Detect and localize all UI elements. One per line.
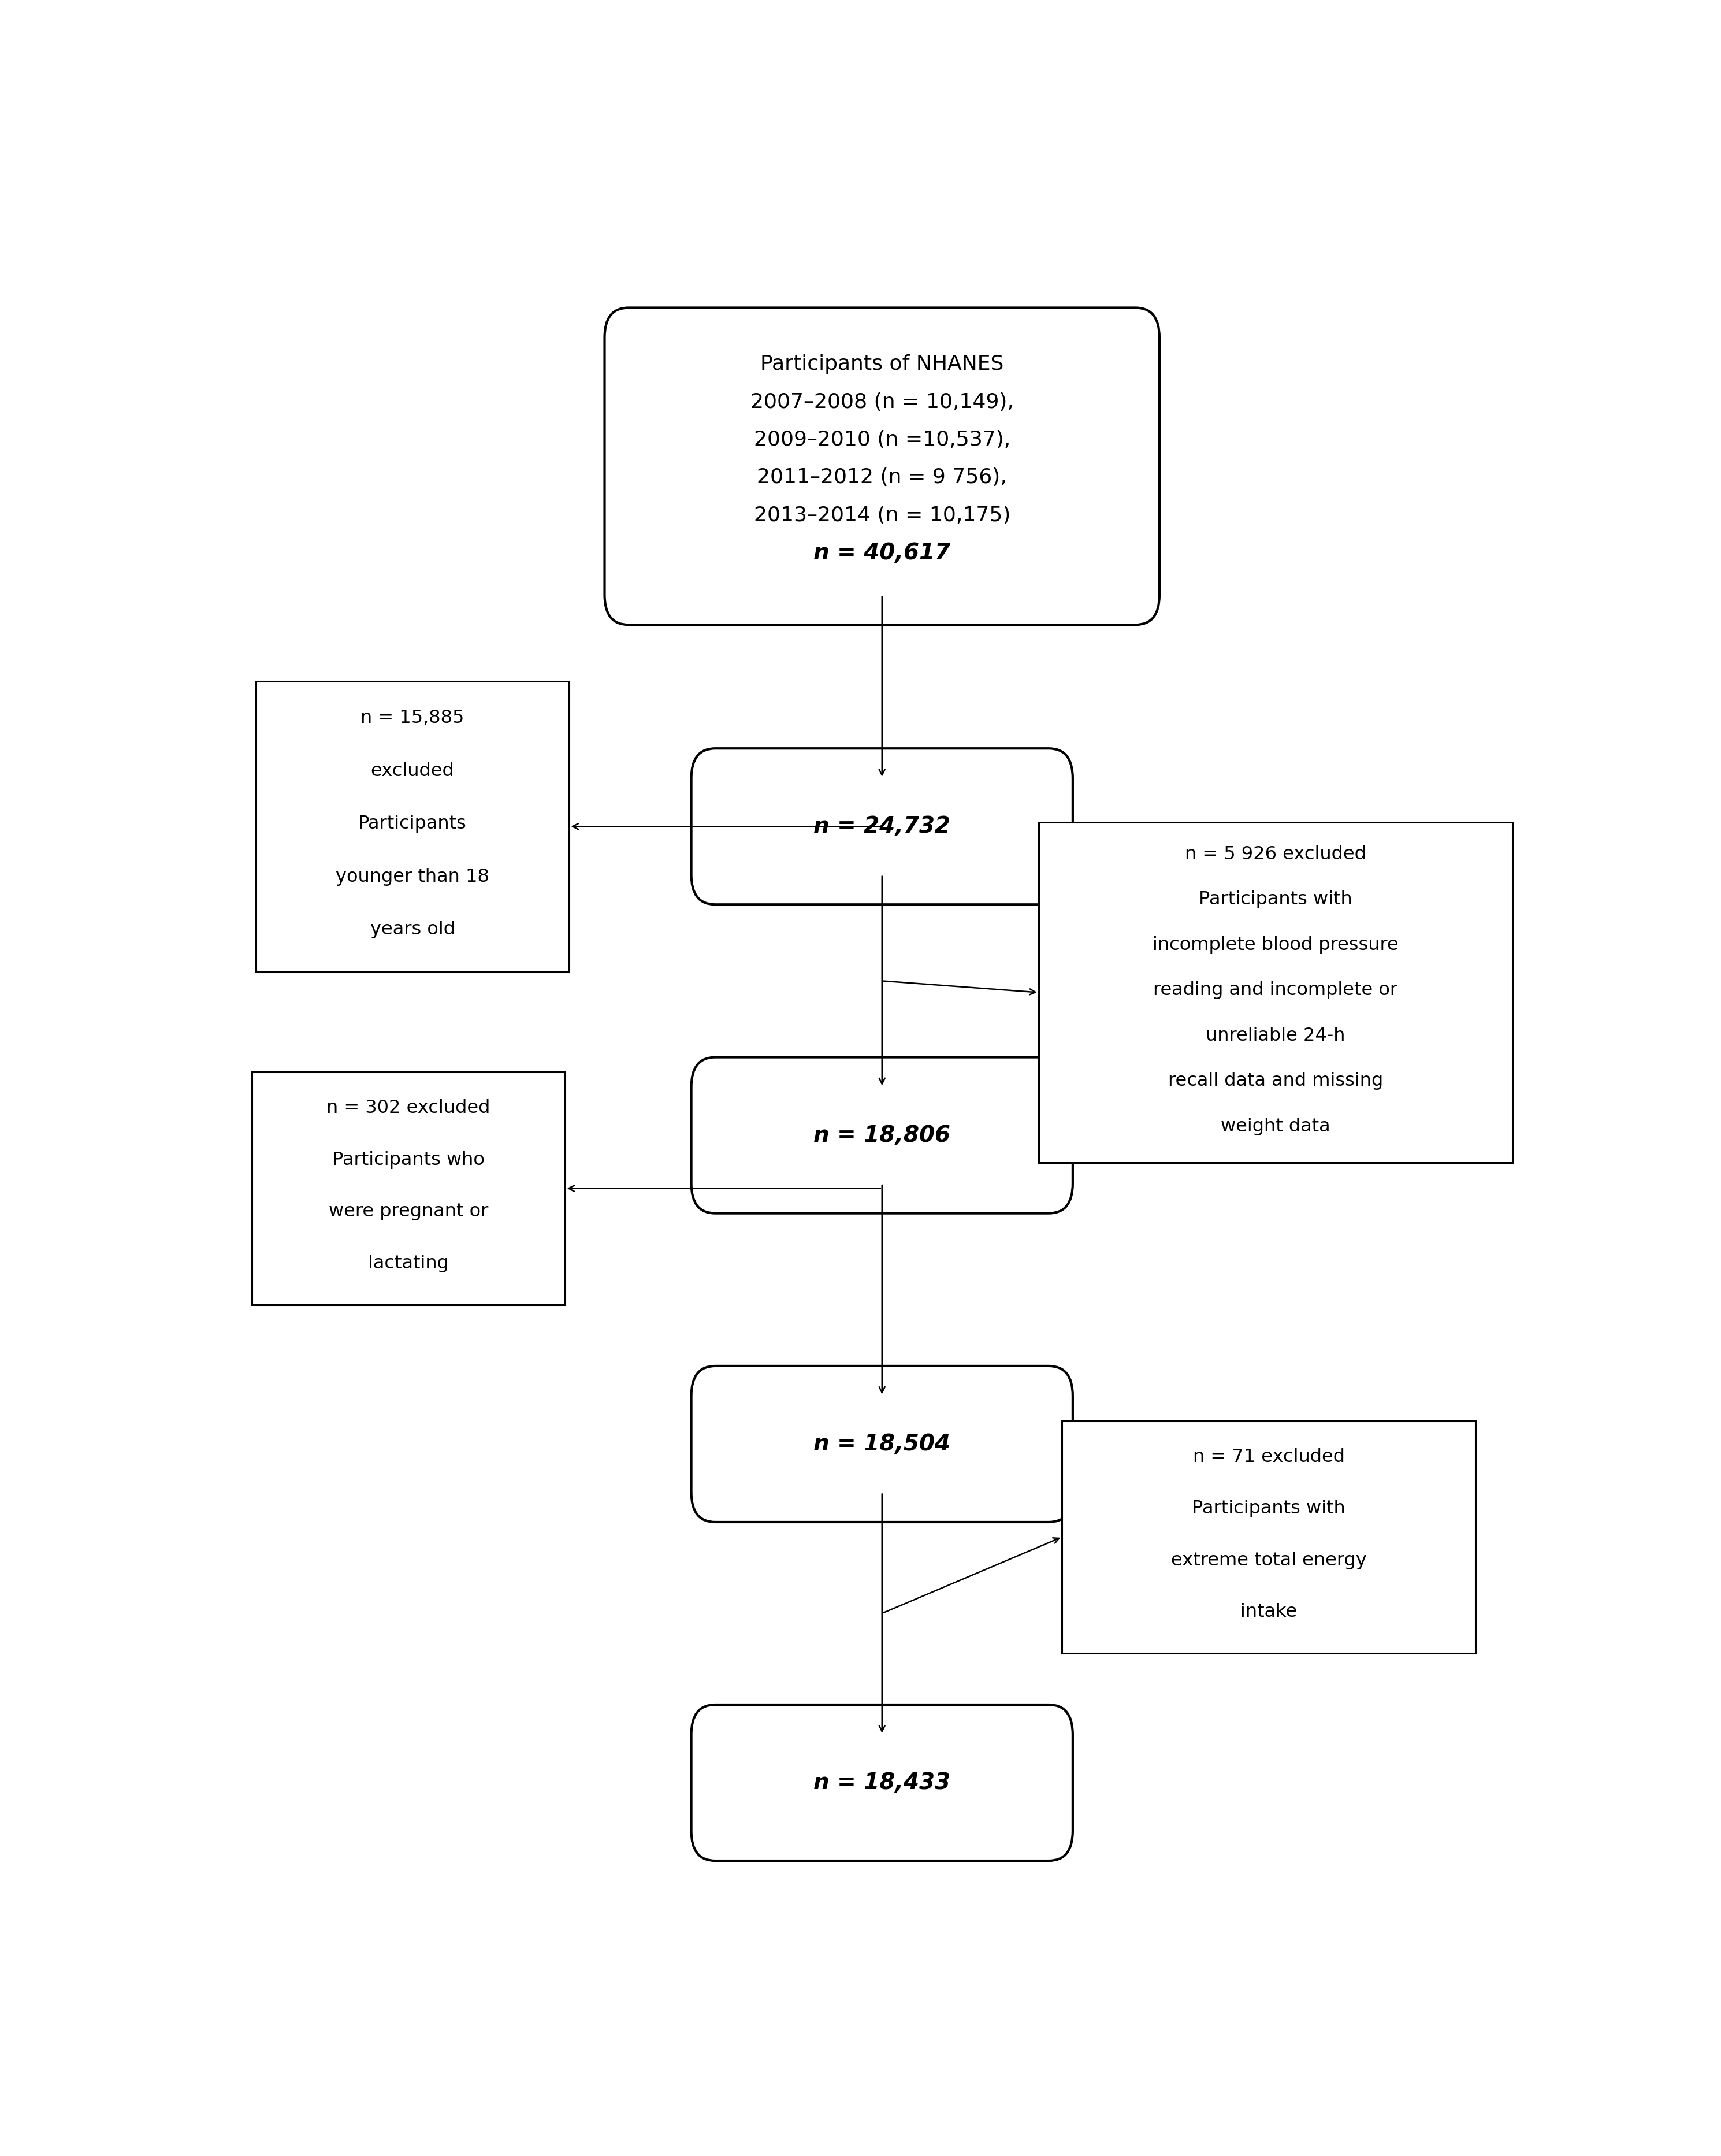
Text: n = 18,806: n = 18,806 xyxy=(814,1123,950,1147)
Text: Participants who: Participants who xyxy=(332,1151,485,1169)
FancyBboxPatch shape xyxy=(1062,1421,1475,1654)
Text: n = 302 excluded: n = 302 excluded xyxy=(327,1100,490,1117)
Text: Participants: Participants xyxy=(358,815,466,832)
Text: lactating: lactating xyxy=(368,1255,449,1272)
Text: younger than 18: younger than 18 xyxy=(336,867,489,886)
Text: years old: years old xyxy=(370,921,454,938)
Text: n = 40,617: n = 40,617 xyxy=(814,543,950,565)
FancyBboxPatch shape xyxy=(256,681,570,972)
Text: unreliable 24-h: unreliable 24-h xyxy=(1206,1026,1346,1044)
FancyBboxPatch shape xyxy=(692,1367,1072,1522)
Text: n = 71 excluded: n = 71 excluded xyxy=(1193,1449,1344,1466)
Text: Participants of NHANES: Participants of NHANES xyxy=(761,354,1003,373)
Text: 2013–2014 (n = 10,175): 2013–2014 (n = 10,175) xyxy=(754,507,1010,526)
Text: n = 18,433: n = 18,433 xyxy=(814,1772,950,1794)
Text: n = 5 926 excluded: n = 5 926 excluded xyxy=(1184,845,1366,862)
Text: 2007–2008 (n = 10,149),: 2007–2008 (n = 10,149), xyxy=(750,392,1014,412)
Text: Participants with: Participants with xyxy=(1200,890,1353,908)
Text: 2009–2010 (n =10,537),: 2009–2010 (n =10,537), xyxy=(754,429,1010,451)
Text: Participants with: Participants with xyxy=(1193,1501,1346,1518)
Text: intake: intake xyxy=(1241,1602,1298,1621)
Text: reading and incomplete or: reading and incomplete or xyxy=(1153,981,1397,998)
Text: extreme total energy: extreme total energy xyxy=(1170,1552,1366,1570)
Text: recall data and missing: recall data and missing xyxy=(1169,1072,1384,1091)
Text: n = 24,732: n = 24,732 xyxy=(814,815,950,837)
FancyBboxPatch shape xyxy=(692,748,1072,906)
FancyBboxPatch shape xyxy=(692,1056,1072,1214)
FancyBboxPatch shape xyxy=(604,308,1160,625)
FancyBboxPatch shape xyxy=(692,1705,1072,1861)
FancyBboxPatch shape xyxy=(1039,821,1513,1162)
Text: were pregnant or: were pregnant or xyxy=(329,1203,489,1220)
Text: weight data: weight data xyxy=(1220,1117,1330,1136)
Text: 2011–2012 (n = 9 756),: 2011–2012 (n = 9 756), xyxy=(757,468,1007,487)
Text: n = 18,504: n = 18,504 xyxy=(814,1434,950,1455)
Text: incomplete blood pressure: incomplete blood pressure xyxy=(1153,936,1399,953)
FancyBboxPatch shape xyxy=(251,1072,564,1304)
Text: n = 15,885: n = 15,885 xyxy=(361,709,465,727)
Text: excluded: excluded xyxy=(370,761,454,780)
